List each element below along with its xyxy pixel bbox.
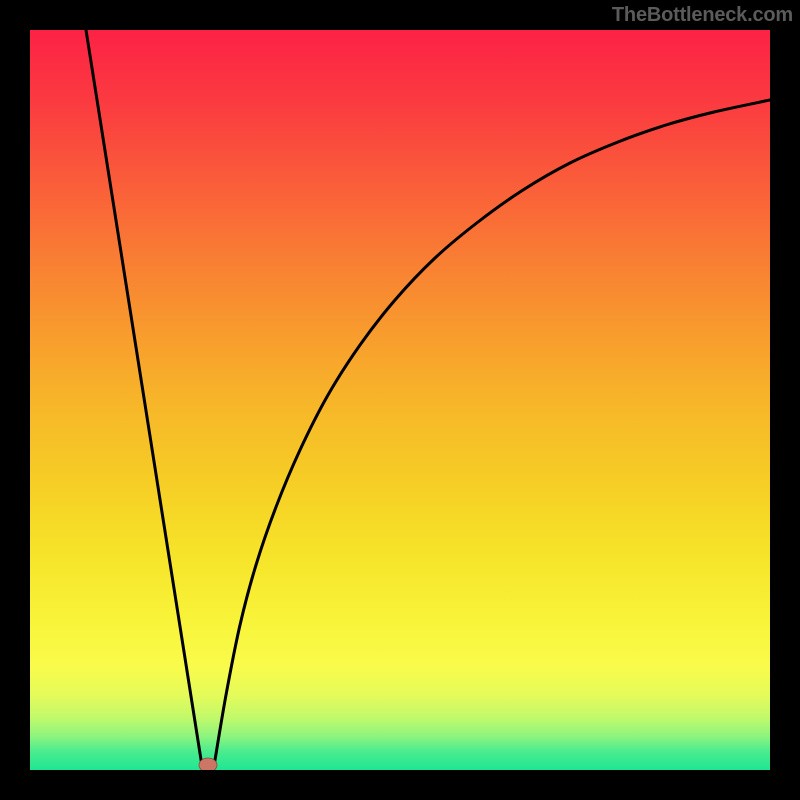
- chart-svg: [30, 30, 770, 770]
- gradient-background: [30, 30, 770, 770]
- minimum-marker: [199, 758, 217, 770]
- watermark-text: TheBottleneck.com: [612, 4, 793, 27]
- chart-plot-area: [30, 30, 770, 770]
